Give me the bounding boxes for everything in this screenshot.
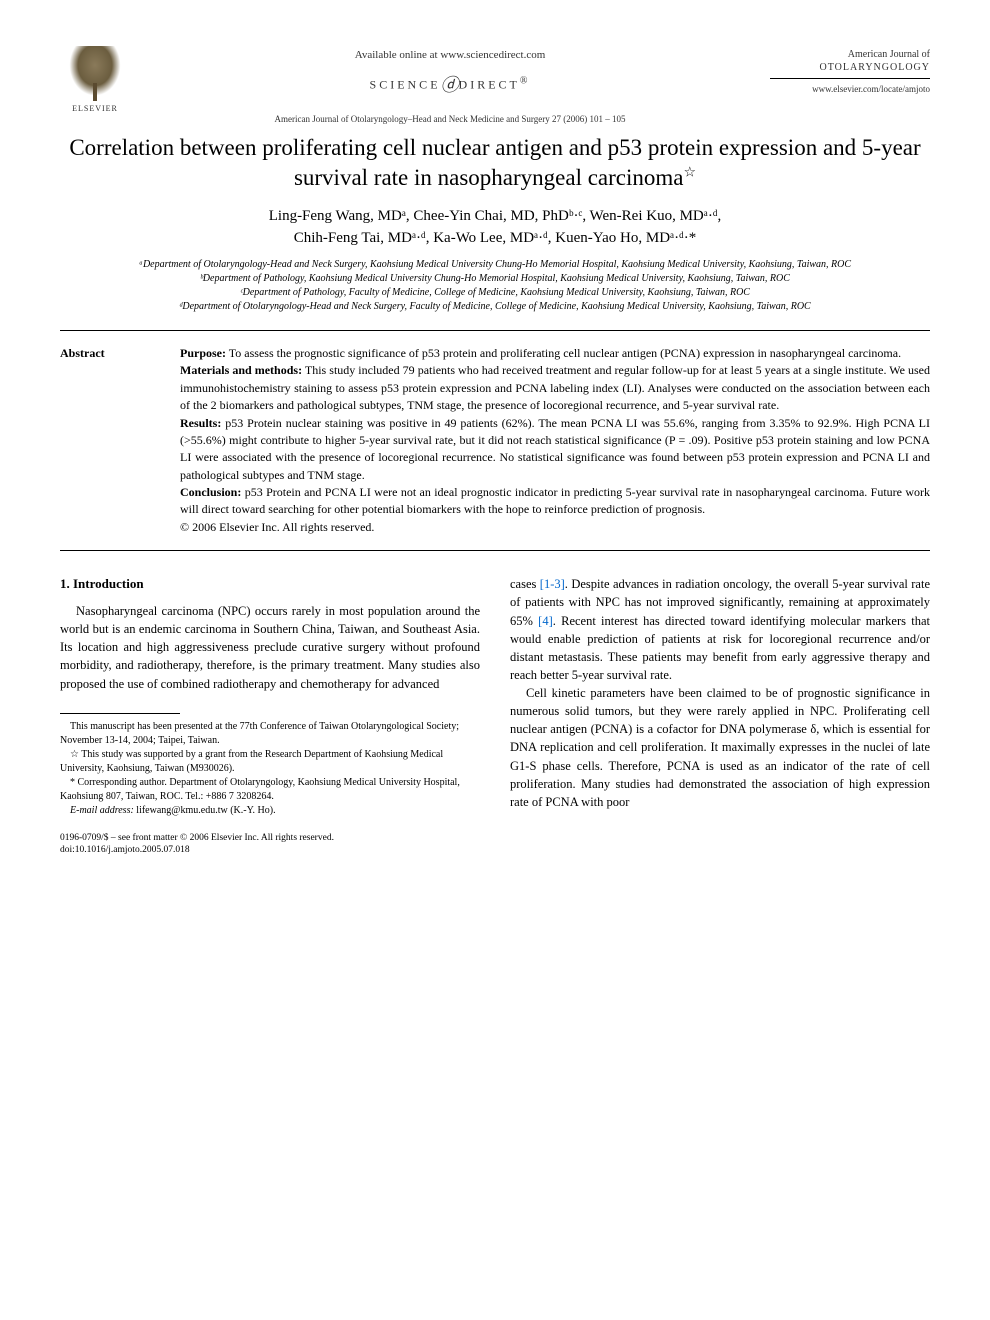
science-direct-logo: SCIENCEⓓDIRECT® [130, 73, 770, 98]
journal-name-line2: OTOLARYNGOLOGY [770, 61, 930, 74]
footnote-funding: ☆ This study was supported by a grant fr… [60, 748, 480, 776]
abstract-bottom-rule [60, 550, 930, 551]
journal-website: www.elsevier.com/locate/amjoto [770, 83, 930, 96]
article-title: Correlation between proliferating cell n… [60, 133, 930, 193]
right-header: American Journal of OTOLARYNGOLOGY www.e… [770, 40, 930, 96]
title-star-icon: ☆ [684, 165, 697, 180]
elsevier-tree-icon [65, 46, 125, 101]
email-address: lifewang@kmu.edu.tw (K.-Y. Ho). [134, 805, 276, 816]
affiliation-a: ᵃDepartment of Otolaryngology-Head and N… [60, 258, 930, 272]
methods-label: Materials and methods: [180, 363, 302, 377]
purpose-text: To assess the prognostic significance of… [226, 346, 901, 360]
email-label: E-mail address: [70, 805, 134, 816]
abstract-methods: Materials and methods: This study includ… [180, 362, 930, 414]
doi-line: doi:10.1016/j.amjoto.2005.07.018 [60, 844, 480, 856]
at-symbol-icon: ⓓ [441, 75, 459, 95]
title-text: Correlation between proliferating cell n… [69, 135, 920, 190]
abstract-conclusion: Conclusion: p53 Protein and PCNA LI were… [180, 484, 930, 519]
introduction-heading: 1. Introduction [60, 575, 480, 594]
bottom-matter: 0196-0709/$ – see front matter © 2006 El… [60, 832, 480, 857]
footnote-corresponding: * Corresponding author. Department of Ot… [60, 776, 480, 804]
body-columns: 1. Introduction Nasopharyngeal carcinoma… [60, 575, 930, 856]
affiliations-block: ᵃDepartment of Otolaryngology-Head and N… [60, 258, 930, 314]
right-column: cases [1-3]. Despite advances in radiati… [510, 575, 930, 856]
affiliation-b: ᵇDepartment of Pathology, Kaohsiung Medi… [60, 272, 930, 286]
footnotes-block: This manuscript has been presented at th… [60, 720, 480, 818]
authors-line2: Chih-Feng Tai, MDᵃ·ᵈ, Ka-Wo Lee, MDᵃ·ᵈ, … [60, 227, 930, 250]
page-header: ELSEVIER Available online at www.science… [60, 40, 930, 125]
available-online-text: Available online at www.sciencedirect.co… [130, 48, 770, 63]
intro-para2: cases [1-3]. Despite advances in radiati… [510, 575, 930, 684]
science-direct-word2: DIRECT [459, 78, 520, 92]
ref-link-4[interactable]: [4] [538, 614, 553, 628]
science-direct-word1: SCIENCE [370, 78, 441, 92]
center-header: Available online at www.sciencedirect.co… [130, 40, 770, 125]
affiliation-d: ᵈDepartment of Otolaryngology-Head and N… [60, 300, 930, 314]
publisher-name: ELSEVIER [72, 103, 118, 114]
ref-link-1-3[interactable]: [1-3] [540, 577, 565, 591]
footnote-email: E-mail address: lifewang@kmu.edu.tw (K.-… [60, 804, 480, 818]
journal-name-line1: American Journal of [770, 48, 930, 61]
results-label: Results: [180, 416, 221, 430]
left-column: 1. Introduction Nasopharyngeal carcinoma… [60, 575, 480, 856]
intro-para3: Cell kinetic parameters have been claime… [510, 684, 930, 811]
footnote-presented: This manuscript has been presented at th… [60, 720, 480, 748]
conclusion-text: p53 Protein and PCNA LI were not an idea… [180, 485, 930, 516]
elsevier-logo: ELSEVIER [60, 40, 130, 120]
footnote-rule [60, 713, 180, 714]
conclusion-label: Conclusion: [180, 485, 241, 499]
results-text: p53 Protein nuclear staining was positiv… [180, 416, 930, 482]
abstract-block: Abstract Purpose: To assess the prognost… [60, 335, 930, 546]
intro-para1: Nasopharyngeal carcinoma (NPC) occurs ra… [60, 602, 480, 693]
header-rule [770, 78, 930, 79]
authors-line1: Ling-Feng Wang, MDᵃ, Chee-Yin Chai, MD, … [60, 205, 930, 228]
abstract-copyright: © 2006 Elsevier Inc. All rights reserved… [180, 519, 930, 536]
registered-mark: ® [520, 76, 531, 87]
front-matter-line: 0196-0709/$ – see front matter © 2006 El… [60, 832, 480, 844]
abstract-top-rule [60, 330, 930, 331]
affiliation-c: ᶜDepartment of Pathology, Faculty of Med… [60, 286, 930, 300]
abstract-content: Purpose: To assess the prognostic signif… [180, 345, 930, 536]
authors-block: Ling-Feng Wang, MDᵃ, Chee-Yin Chai, MD, … [60, 205, 930, 250]
abstract-purpose: Purpose: To assess the prognostic signif… [180, 345, 930, 362]
para2-pre: cases [510, 577, 540, 591]
abstract-label: Abstract [60, 345, 180, 536]
abstract-results: Results: p53 Protein nuclear staining wa… [180, 415, 930, 485]
purpose-label: Purpose: [180, 346, 226, 360]
journal-citation: American Journal of Otolaryngology–Head … [130, 113, 770, 126]
para2-end: . Recent interest has directed toward id… [510, 614, 930, 682]
